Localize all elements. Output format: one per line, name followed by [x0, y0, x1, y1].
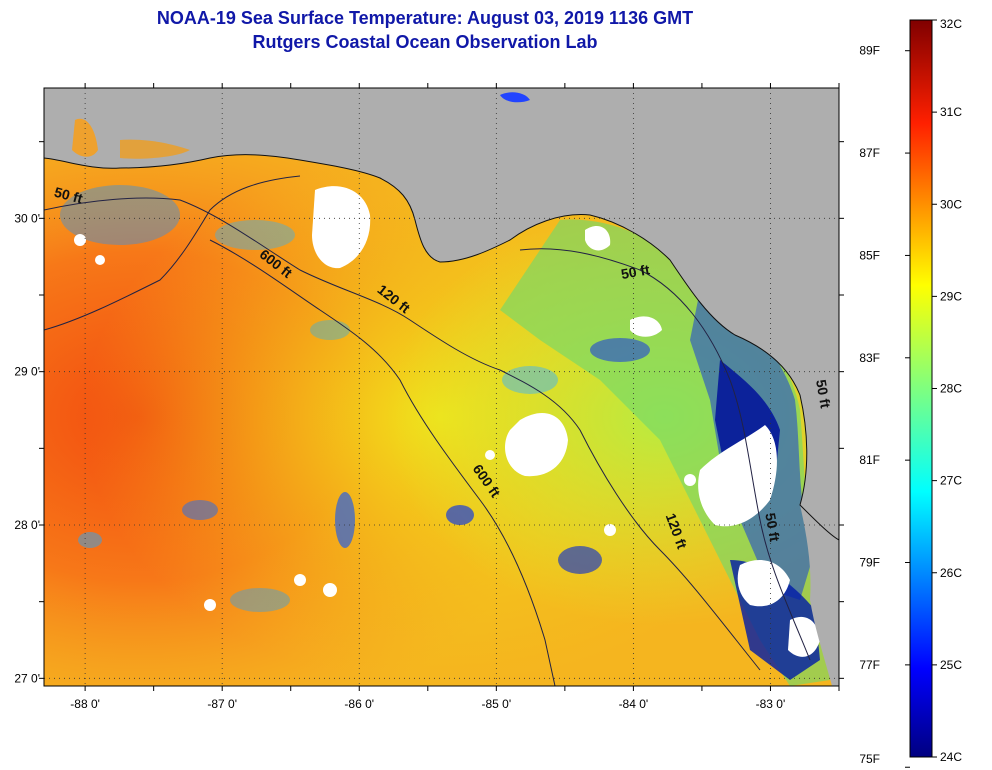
colorbar-fahrenheit-label: 75F	[859, 752, 880, 766]
colorbar-fahrenheit-label: 81F	[859, 453, 880, 467]
lon-tick-label: -85 0'	[481, 697, 511, 711]
contour-label: 50 ft	[813, 378, 834, 409]
lat-tick-label: 30 0'	[14, 211, 40, 225]
map-border	[43, 87, 840, 687]
lat-tick-label: 27 0'	[14, 671, 40, 685]
colorbar-celsius-label: 27C	[940, 474, 962, 488]
colorbar-fahrenheit-label: 89F	[859, 44, 880, 58]
colorbar-celsius-label: 30C	[940, 197, 962, 211]
lon-tick-label: -83 0'	[756, 697, 786, 711]
land-florida-panhandle	[44, 88, 839, 540]
colorbar-celsius-label: 24C	[940, 750, 962, 764]
lon-tick-label: -86 0'	[344, 697, 374, 711]
lon-tick-label: -84 0'	[619, 697, 649, 711]
map-title: NOAA-19 Sea Surface Temperature: August …	[156, 8, 694, 28]
contour-label: 50 ft	[53, 184, 85, 207]
lat-tick-label: 28 0'	[14, 518, 40, 532]
colorbar-celsius-label: 26C	[940, 566, 962, 580]
land-florida-peninsula	[800, 505, 839, 686]
colorbar-celsius-label: 32C	[940, 17, 962, 31]
contour-label: 50 ft	[620, 261, 651, 282]
colorbar-celsius-label: 31C	[940, 105, 962, 119]
colorbar-celsius-label: 28C	[940, 382, 962, 396]
colorbar	[910, 20, 932, 757]
colorbar-celsius-label: 25C	[940, 658, 962, 672]
colorbar-fahrenheit-label: 77F	[859, 658, 880, 672]
bathymetry-contours	[44, 175, 811, 686]
colorbar-fahrenheit-label: 79F	[859, 556, 880, 570]
colorbar-fahrenheit-label: 85F	[859, 248, 880, 262]
lat-tick-label: 29 0'	[14, 365, 40, 379]
coastline	[44, 154, 839, 541]
contour-label: 50 ft	[762, 512, 783, 543]
colorbar-fahrenheit-label: 83F	[859, 351, 880, 365]
cloud-mask	[74, 186, 820, 657]
colorbar-celsius-label: 29C	[940, 289, 962, 303]
colorbar-fahrenheit-label: 87F	[859, 146, 880, 160]
map-subtitle: Rutgers Coastal Ocean Observation Lab	[252, 32, 598, 52]
lon-tick-label: -87 0'	[207, 697, 237, 711]
lon-tick-label: -88 0'	[70, 697, 100, 711]
